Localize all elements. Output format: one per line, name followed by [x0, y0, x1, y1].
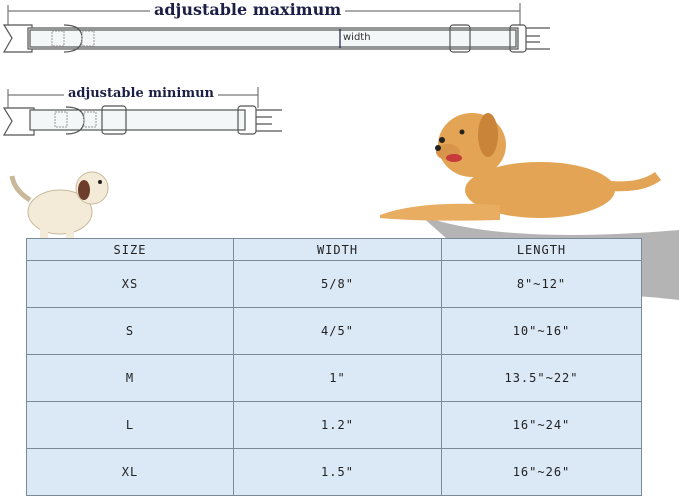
width-cell: 5/8" [233, 260, 442, 308]
size-cell: XS [26, 260, 234, 308]
size-cell: M [26, 354, 234, 402]
adjustable-minimum-label: adjustable minimun [64, 86, 218, 101]
length-cell: 10"~16" [441, 307, 642, 355]
header-width: WIDTH [233, 238, 442, 261]
puppy-illustration [9, 171, 109, 240]
width-cell: 1.5" [233, 448, 442, 496]
length-cell: 13.5"~22" [441, 354, 642, 402]
size-chart-table: SIZE WIDTH LENGTH XS 5/8" 8"~12" S 4/5" 10"~… [26, 238, 642, 496]
header-length: LENGTH [441, 238, 642, 261]
table-row: S 4/5" 10"~16" [26, 307, 642, 355]
table-row: XL 1.5" 16"~26" [26, 448, 642, 496]
width-cell: 4/5" [233, 307, 442, 355]
length-cell: 8"~12" [441, 260, 642, 308]
size-cell: L [26, 401, 234, 449]
width-label: width [343, 32, 371, 43]
length-cell: 16"~26" [441, 448, 642, 496]
table-header-row: SIZE WIDTH LENGTH [26, 238, 642, 261]
size-cell: S [26, 307, 234, 355]
length-cell: 16"~24" [441, 401, 642, 449]
table-row: L 1.2" 16"~24" [26, 401, 642, 449]
table-row: XS 5/8" 8"~12" [26, 260, 642, 308]
width-cell: 1" [233, 354, 442, 402]
size-cell: XL [26, 448, 234, 496]
header-size: SIZE [26, 238, 234, 261]
adjustable-maximum-label: adjustable maximum [150, 0, 346, 19]
table-row: M 1" 13.5"~22" [26, 354, 642, 402]
width-cell: 1.2" [233, 401, 442, 449]
